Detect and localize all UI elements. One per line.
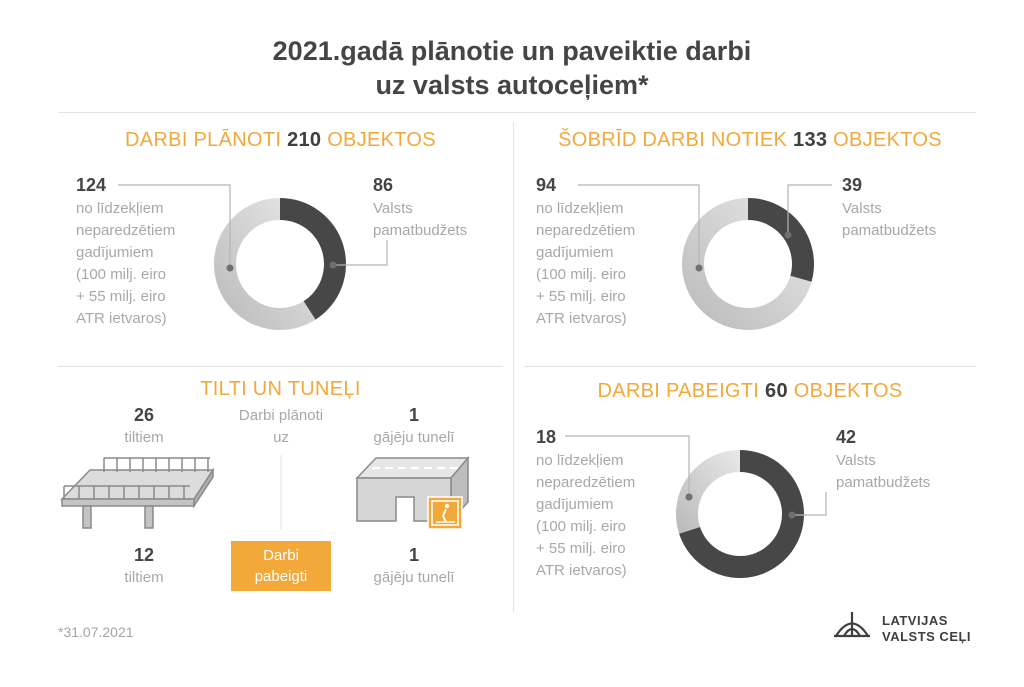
donut-ongoing bbox=[681, 198, 814, 330]
leader-dot bbox=[226, 264, 234, 272]
leader-dot bbox=[788, 511, 796, 519]
planned-other-label: no līdzekļiem neparedzētiem gadījumiem (… bbox=[76, 200, 176, 327]
planned-budget-label: Valsts pamatbudžets bbox=[373, 200, 468, 239]
bridges-finished-label: tiltiem bbox=[124, 569, 164, 586]
pedestrian-sign-icon bbox=[427, 496, 463, 530]
planned-heading: DARBI PLĀNOTI 210 OBJEKTOS bbox=[125, 129, 436, 151]
page-title: 2021.gadā plānotie un paveiktie darbi uz… bbox=[0, 34, 1024, 102]
ongoing-other-label: no līdzekļiem neparedzētiem gadījumiem (… bbox=[536, 200, 636, 327]
title-line-1: 2021.gadā plānotie un paveiktie darbi bbox=[272, 36, 752, 66]
finished-budget-value: 42 bbox=[836, 427, 857, 447]
donut-slice-budget bbox=[748, 198, 814, 282]
tunnel-icon bbox=[355, 455, 470, 523]
ongoing-other-value: 94 bbox=[536, 175, 557, 195]
bridges-finished-value: 12 bbox=[133, 545, 155, 565]
logo-icon bbox=[834, 612, 870, 638]
donut-slice-other bbox=[681, 198, 812, 330]
finished-other-value: 18 bbox=[536, 427, 557, 447]
bridges-planned-value: 26 bbox=[133, 405, 155, 425]
divider-top bbox=[58, 112, 976, 113]
leader-ongoing-budget bbox=[787, 184, 832, 235]
divider-vertical bbox=[513, 122, 514, 612]
leader-planned-budget bbox=[333, 240, 388, 266]
finished-budget-label: Valsts pamatbudžets bbox=[836, 452, 931, 491]
donut-slice-other bbox=[214, 198, 316, 330]
finished-other-label: no līdzekļiem neparedzētiem gadījumiem (… bbox=[536, 452, 636, 579]
tunnels-planned-label: gājēju tunelī bbox=[373, 429, 455, 446]
bridges-heading: TILTI UN TUNEĻI bbox=[200, 378, 361, 400]
donut-slice-other bbox=[676, 450, 740, 534]
leader-dot bbox=[784, 231, 792, 239]
tunnels-finished-label: gājēju tunelī bbox=[373, 569, 455, 586]
footnote: *31.07.2021 bbox=[58, 624, 134, 640]
bridges-planned-caption: Darbi plānoti uz bbox=[238, 407, 324, 446]
bridges-planned-label: tiltiem bbox=[124, 429, 164, 446]
leader-dot bbox=[329, 261, 337, 269]
tunnels-planned-value: 1 bbox=[408, 405, 419, 425]
ongoing-budget-label: Valsts pamatbudžets bbox=[842, 200, 937, 239]
divider-right-middle bbox=[524, 366, 976, 367]
ongoing-heading: ŠOBRĪD DARBI NOTIEK 133 OBJEKTOS bbox=[558, 129, 942, 151]
tunnels-finished-value: 1 bbox=[408, 545, 419, 565]
title-line-2: uz valsts autoceļiem* bbox=[375, 70, 649, 100]
donut-slice-budget bbox=[280, 197, 347, 320]
leader-finished-budget bbox=[792, 492, 827, 516]
finished-badge: Darbi pabeigti bbox=[231, 541, 331, 591]
donut-slice-budget bbox=[679, 450, 804, 578]
donut-planned bbox=[214, 197, 347, 330]
logo-text: LATVIJAS VALSTS CEĻI bbox=[882, 613, 972, 644]
leader-ongoing-other bbox=[578, 184, 700, 268]
planned-budget-value: 86 bbox=[373, 175, 394, 195]
finished-heading: DARBI PABEIGTI 60 OBJEKTOS bbox=[597, 380, 903, 402]
leader-finished-other bbox=[565, 435, 690, 497]
leader-dot bbox=[685, 493, 693, 501]
leader-dot bbox=[695, 264, 703, 272]
planned-other-value: 124 bbox=[76, 175, 107, 195]
divider-left-middle bbox=[58, 366, 503, 367]
donut-finished bbox=[676, 450, 804, 578]
leader-planned-other bbox=[118, 184, 231, 268]
bridge-icon bbox=[60, 457, 215, 529]
ongoing-budget-value: 39 bbox=[842, 175, 863, 195]
